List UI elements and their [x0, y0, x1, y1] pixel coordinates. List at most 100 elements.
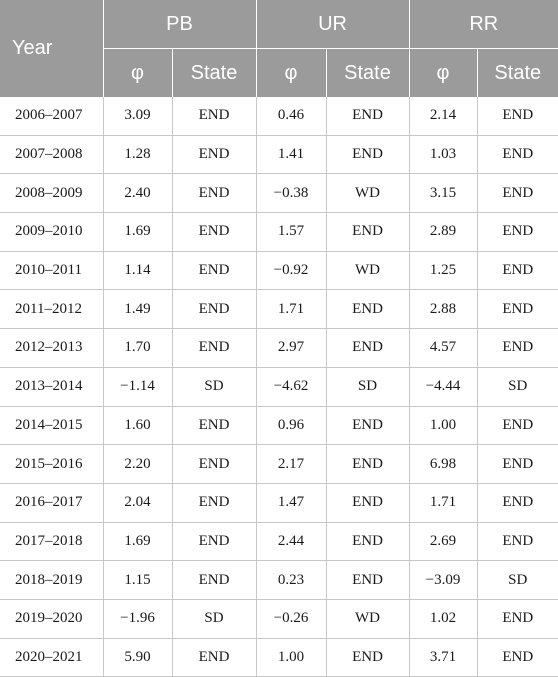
header-year: Year	[0, 0, 104, 97]
ur-phi-cell: 1.57	[256, 212, 327, 252]
rr-state-cell: END	[477, 406, 558, 446]
year-cell: 2013–2014	[0, 367, 104, 407]
pb-phi-cell: 1.60	[103, 406, 173, 446]
ur-state-cell: END	[326, 522, 410, 562]
table-row: 2009–2010 1.69 END 1.57 END 2.89 END	[0, 212, 558, 252]
ur-state-cell: WD	[326, 173, 410, 214]
ur-phi-cell: −4.62	[256, 367, 327, 407]
rr-phi-cell: 2.69	[409, 522, 478, 562]
year-cell: 2016–2017	[0, 483, 104, 523]
pb-state-cell: END	[172, 522, 257, 562]
pb-phi-cell: 3.09	[103, 97, 173, 136]
header-group-rr: RR	[409, 0, 558, 49]
rr-state-cell: END	[477, 638, 558, 677]
year-cell: 2008–2009	[0, 173, 104, 214]
pb-state-cell: END	[172, 560, 257, 600]
rr-state-cell: END	[477, 599, 558, 639]
rr-phi-cell: 1.00	[409, 406, 478, 446]
rr-state-cell: END	[477, 251, 558, 291]
rr-state-cell: END	[477, 522, 558, 562]
ur-phi-cell: 0.46	[256, 97, 327, 136]
year-cell: 2010–2011	[0, 251, 104, 291]
rr-state-cell: SD	[477, 367, 558, 407]
table-row: 2007–2008 1.28 END 1.41 END 1.03 END	[0, 135, 558, 175]
ur-state-cell: END	[326, 135, 410, 175]
rr-phi-cell: 3.15	[409, 173, 478, 214]
year-cell: 2014–2015	[0, 406, 104, 446]
ur-phi-cell: 2.44	[256, 522, 327, 562]
table-row: 2019–2020 −1.96 SD −0.26 WD 1.02 END	[0, 599, 558, 639]
ur-state-cell: END	[326, 638, 410, 677]
pb-phi-cell: 1.14	[103, 251, 173, 291]
ur-state-cell: SD	[326, 367, 410, 407]
rr-phi-cell: 1.03	[409, 135, 478, 175]
table-row: 2016–2017 2.04 END 1.47 END 1.71 END	[0, 483, 558, 523]
pb-phi-cell: 1.15	[103, 560, 173, 600]
ur-phi-cell: −0.38	[256, 173, 327, 214]
pb-phi-cell: 1.28	[103, 135, 173, 175]
table-row: 2017–2018 1.69 END 2.44 END 2.69 END	[0, 522, 558, 562]
pb-state-cell: END	[172, 444, 257, 484]
table-row: 2011–2012 1.49 END 1.71 END 2.88 END	[0, 289, 558, 330]
pb-phi-cell: −1.14	[103, 367, 173, 407]
table-row: 2020–2021 5.90 END 1.00 END 3.71 END	[0, 638, 558, 677]
rr-phi-cell: −3.09	[409, 560, 478, 600]
ur-state-cell: END	[326, 444, 410, 484]
header-ur-phi: φ	[256, 48, 327, 97]
ur-phi-cell: 1.47	[256, 483, 327, 523]
year-cell: 2018–2019	[0, 560, 104, 600]
year-cell: 2012–2013	[0, 328, 104, 368]
table-row: 2015–2016 2.20 END 2.17 END 6.98 END	[0, 444, 558, 484]
ur-phi-cell: −0.92	[256, 251, 327, 291]
rr-phi-cell: 3.71	[409, 638, 478, 677]
header-pb-state: State	[172, 48, 257, 97]
ur-state-cell: WD	[326, 599, 410, 639]
rr-phi-cell: 1.71	[409, 483, 478, 523]
pb-phi-cell: −1.96	[103, 599, 173, 639]
table-header: Year PB UR RR φ State φ State φ State	[0, 0, 558, 97]
rr-phi-cell: 1.02	[409, 599, 478, 639]
ur-state-cell: END	[326, 289, 410, 330]
rr-state-cell: END	[477, 444, 558, 484]
table-body: 2006–2007 3.09 END 0.46 END 2.14 END 2007–2008 1…	[0, 97, 558, 677]
rr-phi-cell: 1.25	[409, 251, 478, 291]
year-cell: 2011–2012	[0, 289, 104, 330]
ur-phi-cell: 1.41	[256, 135, 327, 175]
rr-phi-cell: 4.57	[409, 328, 478, 368]
pb-state-cell: END	[172, 251, 257, 291]
rr-state-cell: END	[477, 328, 558, 368]
rr-state-cell: END	[477, 173, 558, 214]
pb-state-cell: END	[172, 483, 257, 523]
year-cell: 2015–2016	[0, 444, 104, 484]
ur-state-cell: END	[326, 328, 410, 368]
ur-phi-cell: 2.97	[256, 328, 327, 368]
pb-state-cell: END	[172, 212, 257, 252]
header-rr-state: State	[477, 48, 558, 97]
pb-phi-cell: 2.04	[103, 483, 173, 523]
pb-state-cell: SD	[172, 599, 257, 639]
table-row: 2013–2014 −1.14 SD −4.62 SD −4.44 SD	[0, 367, 558, 407]
year-cell: 2017–2018	[0, 522, 104, 562]
rr-state-cell: SD	[477, 560, 558, 600]
pb-state-cell: END	[172, 289, 257, 330]
ur-state-cell: END	[326, 560, 410, 600]
rr-state-cell: END	[477, 483, 558, 523]
ur-state-cell: END	[326, 483, 410, 523]
year-cell: 2009–2010	[0, 212, 104, 252]
rr-state-cell: END	[477, 135, 558, 175]
year-cell: 2007–2008	[0, 135, 104, 175]
pb-phi-cell: 2.40	[103, 173, 173, 214]
pb-phi-cell: 1.69	[103, 212, 173, 252]
header-group-pb: PB	[103, 0, 257, 49]
ur-state-cell: END	[326, 406, 410, 446]
rr-state-cell: END	[477, 97, 558, 136]
table-row: 2012–2013 1.70 END 2.97 END 4.57 END	[0, 328, 558, 368]
header-rr-phi: φ	[409, 48, 478, 97]
ur-state-cell: END	[326, 97, 410, 136]
year-cell: 2020–2021	[0, 638, 104, 677]
rr-phi-cell: 2.88	[409, 289, 478, 330]
pb-phi-cell: 1.49	[103, 289, 173, 330]
table-row: 2018–2019 1.15 END 0.23 END −3.09 SD	[0, 560, 558, 600]
rr-phi-cell: −4.44	[409, 367, 478, 407]
